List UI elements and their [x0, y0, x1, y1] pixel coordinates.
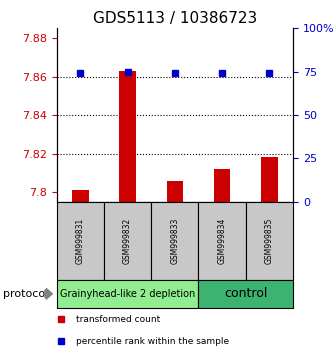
Bar	[72, 190, 89, 202]
Bar	[166, 181, 183, 202]
FancyArrow shape	[45, 289, 52, 299]
Bar	[151, 202, 198, 280]
Bar	[214, 169, 230, 202]
Text: Grainyhead-like 2 depletion: Grainyhead-like 2 depletion	[60, 289, 195, 299]
Bar	[57, 280, 198, 308]
Text: protocol: protocol	[3, 289, 49, 299]
Text: transformed count: transformed count	[76, 315, 160, 324]
Bar	[104, 202, 151, 280]
Text: GSM999831: GSM999831	[76, 218, 85, 264]
Bar	[57, 202, 104, 280]
Text: GSM999832: GSM999832	[123, 218, 132, 264]
Bar	[246, 202, 293, 280]
Bar	[198, 280, 293, 308]
Text: GSM999833: GSM999833	[170, 217, 179, 264]
Bar	[119, 71, 136, 202]
Bar	[198, 202, 246, 280]
Text: control: control	[224, 287, 267, 300]
Text: GSM999834: GSM999834	[217, 217, 227, 264]
Text: GSM999835: GSM999835	[265, 217, 274, 264]
Title: GDS5113 / 10386723: GDS5113 / 10386723	[93, 11, 257, 26]
Text: percentile rank within the sample: percentile rank within the sample	[76, 337, 229, 346]
Bar	[261, 158, 278, 202]
